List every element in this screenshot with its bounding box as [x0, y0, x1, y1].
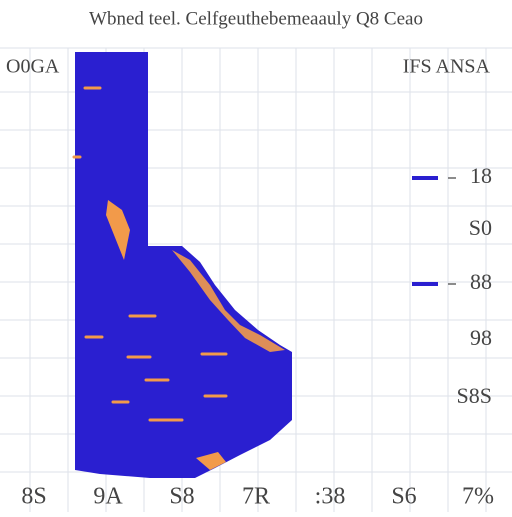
title: Wbned teel. Celfgeuthebemeaauly Q8 Ceao: [89, 8, 423, 29]
bottom-label: 7%: [462, 484, 494, 510]
corner-label-right: IFS ANSA: [403, 56, 491, 78]
bottom-label: :38: [315, 484, 346, 510]
bottom-labels: 8S 9A S8 7R :38 S6 7%: [21, 484, 494, 510]
side-label: 98: [470, 325, 492, 350]
side-label: S8S: [457, 383, 492, 408]
bottom-label: S6: [391, 484, 416, 510]
bottom-label: 7R: [242, 484, 270, 510]
region-shape: [75, 52, 292, 478]
side-label: 88: [470, 269, 492, 294]
side-labels: 18 S0 88 98 S8S: [457, 163, 492, 408]
side-label: 18: [470, 163, 492, 188]
corner-label-left: O0GA: [6, 56, 60, 78]
side-label: S0: [469, 215, 492, 240]
bottom-label: S8: [169, 484, 194, 510]
region-highlights: [72, 86, 285, 470]
bottom-label: 9A: [93, 484, 123, 510]
bottom-label: 8S: [21, 484, 46, 510]
header-band: [0, 0, 512, 46]
